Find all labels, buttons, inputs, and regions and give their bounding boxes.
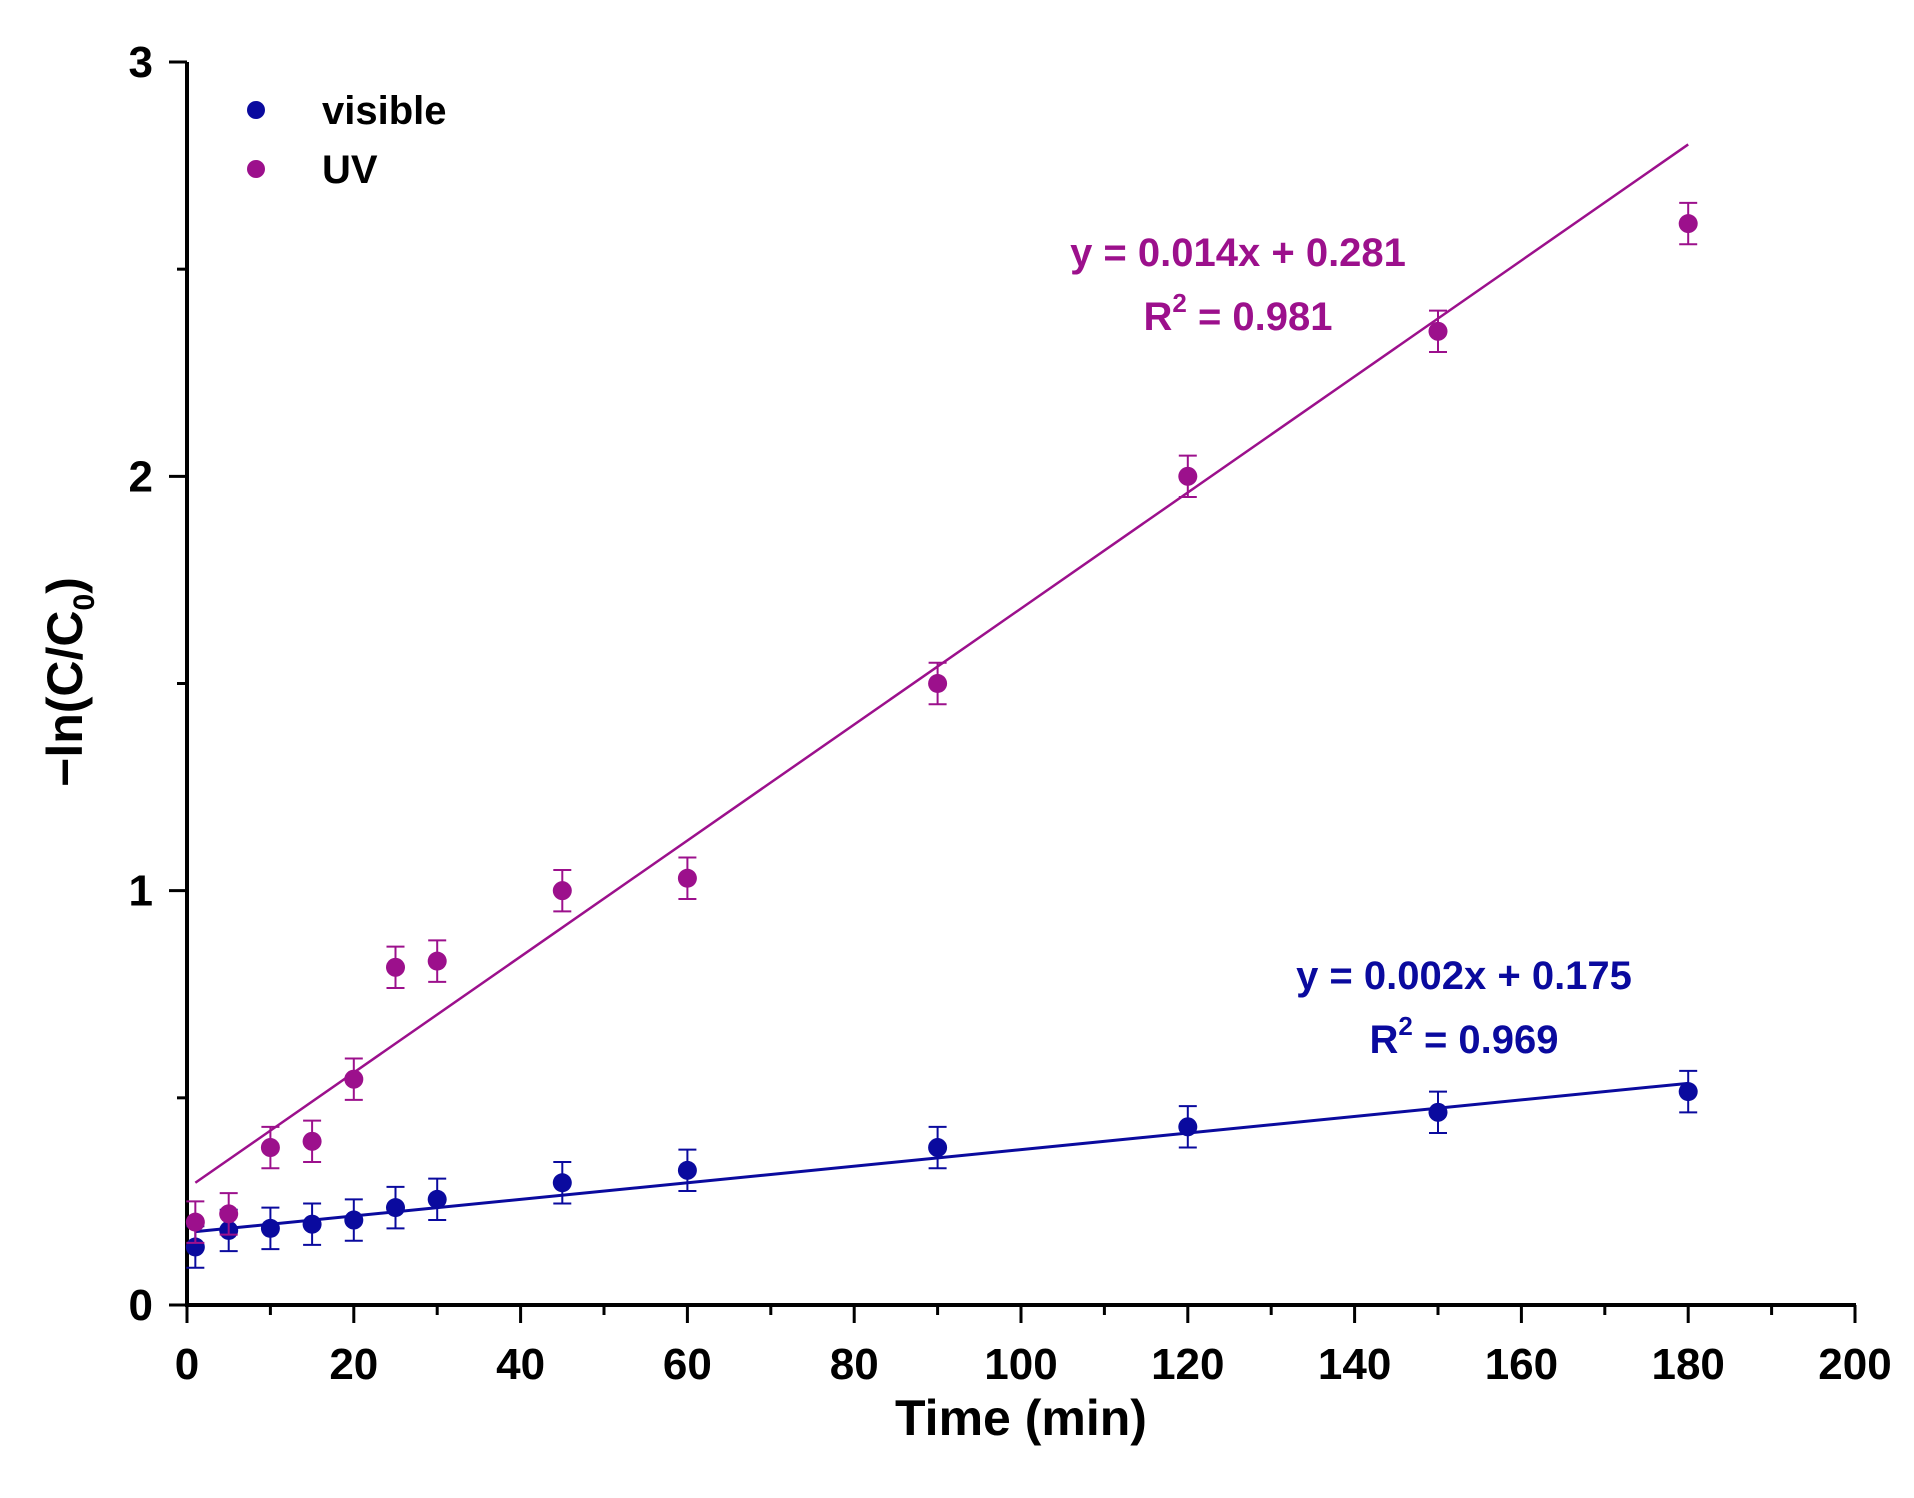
data-point-visible bbox=[1678, 1069, 1698, 1114]
data-point-uv bbox=[260, 1125, 280, 1170]
data-point-visible bbox=[302, 1202, 322, 1246]
y-axis-title: −ln(C/C0) bbox=[37, 577, 101, 787]
y-axis-title-subscript: 0 bbox=[68, 594, 101, 611]
marker-uv bbox=[552, 881, 572, 901]
data-point-uv bbox=[1678, 201, 1698, 246]
y-axis-title-close: ) bbox=[37, 577, 93, 594]
data-point-uv bbox=[344, 1057, 364, 1101]
marker-uv bbox=[1428, 321, 1448, 341]
data-point-uv bbox=[185, 1200, 205, 1244]
marker-uv bbox=[302, 1131, 322, 1151]
marker-uv bbox=[260, 1138, 280, 1158]
marker-visible bbox=[677, 1160, 697, 1180]
marker-visible bbox=[928, 1138, 948, 1158]
annotation-visible-r2-value: = 0.969 bbox=[1413, 1018, 1559, 1062]
annotation-visible-r2-letter: R bbox=[1369, 1018, 1398, 1062]
data-point-uv bbox=[386, 945, 405, 990]
legend-marker-uv bbox=[247, 160, 265, 178]
marker-uv bbox=[677, 868, 697, 888]
data-point-uv bbox=[219, 1192, 239, 1236]
data-point-uv bbox=[1178, 454, 1198, 499]
annotation-uv-r2-superscript: 2 bbox=[1172, 288, 1186, 318]
marker-visible bbox=[260, 1218, 280, 1238]
annotation-uv: y = 0.014x + 0.281 R2 = 0.981 bbox=[1070, 231, 1406, 339]
fit-line-visible bbox=[195, 1081, 1689, 1234]
data-point-visible bbox=[1178, 1105, 1198, 1149]
y-tick-label-1: 1 bbox=[129, 867, 153, 916]
y-tick-label-3: 3 bbox=[129, 38, 153, 87]
x-tick-label-100: 100 bbox=[984, 1340, 1057, 1389]
legend: visible UV bbox=[247, 89, 447, 192]
data-point-visible bbox=[552, 1161, 572, 1205]
x-tick-label-60: 60 bbox=[663, 1340, 712, 1389]
annotation-visible-equation: y = 0.002x + 0.175 bbox=[1296, 954, 1632, 998]
axes bbox=[185, 62, 1856, 1307]
x-tick-label-200: 200 bbox=[1818, 1340, 1891, 1389]
marker-visible bbox=[1178, 1117, 1198, 1137]
y-tick-label-0: 0 bbox=[129, 1281, 153, 1330]
legend-marker-visible bbox=[247, 101, 265, 119]
data-point-visible bbox=[427, 1177, 447, 1222]
annotation-visible: y = 0.002x + 0.175 R2 = 0.969 bbox=[1296, 954, 1632, 1062]
marker-uv bbox=[344, 1069, 364, 1089]
x-tick-label-160: 160 bbox=[1485, 1340, 1558, 1389]
x-tick-label-80: 80 bbox=[830, 1340, 879, 1389]
annotation-visible-r2-superscript: 2 bbox=[1398, 1011, 1412, 1041]
data-point-uv bbox=[1428, 309, 1448, 354]
marker-uv bbox=[427, 951, 447, 971]
data-point-uv bbox=[677, 856, 697, 900]
data-points bbox=[185, 201, 1698, 1269]
ticks: 0 20 40 60 80 100 120 140 160 180 200 0 1 2 3 bbox=[129, 38, 1892, 1389]
legend-label-uv: UV bbox=[322, 148, 378, 192]
annotation-uv-r2-letter: R bbox=[1143, 295, 1172, 339]
data-point-visible bbox=[386, 1185, 405, 1230]
y-axis-title-main: −ln(C/C bbox=[37, 610, 93, 786]
x-tick-label-20: 20 bbox=[329, 1340, 378, 1389]
legend-label-visible: visible bbox=[322, 89, 447, 133]
data-point-uv bbox=[552, 868, 572, 913]
marker-uv bbox=[928, 674, 948, 693]
marker-visible bbox=[427, 1189, 447, 1209]
data-point-visible bbox=[260, 1206, 280, 1251]
marker-uv bbox=[386, 957, 405, 977]
data-point-uv bbox=[427, 939, 447, 983]
marker-visible bbox=[344, 1210, 364, 1230]
marker-visible bbox=[1428, 1102, 1448, 1122]
annotation-uv-r2-value: = 0.981 bbox=[1187, 295, 1333, 339]
data-point-uv bbox=[302, 1119, 322, 1164]
marker-uv bbox=[185, 1212, 205, 1232]
data-point-visible bbox=[1428, 1090, 1448, 1135]
data-point-uv bbox=[928, 661, 948, 706]
x-tick-label-120: 120 bbox=[1151, 1340, 1224, 1389]
marker-visible bbox=[1678, 1082, 1698, 1102]
marker-visible bbox=[386, 1198, 405, 1218]
marker-uv bbox=[1178, 466, 1198, 486]
marker-visible bbox=[552, 1173, 572, 1193]
marker-uv bbox=[1678, 214, 1698, 234]
x-tick-label-40: 40 bbox=[496, 1340, 545, 1389]
marker-uv bbox=[219, 1204, 239, 1224]
data-point-visible bbox=[677, 1148, 697, 1193]
x-axis-title: Time (min) bbox=[895, 1390, 1147, 1446]
x-tick-label-180: 180 bbox=[1651, 1340, 1724, 1389]
annotation-uv-r2: R2 = 0.981 bbox=[1143, 288, 1332, 339]
annotation-uv-equation: y = 0.014x + 0.281 bbox=[1070, 231, 1406, 275]
x-tick-label-0: 0 bbox=[175, 1340, 199, 1389]
annotation-visible-r2: R2 = 0.969 bbox=[1369, 1011, 1558, 1062]
data-point-visible bbox=[344, 1198, 364, 1242]
x-tick-label-140: 140 bbox=[1318, 1340, 1391, 1389]
marker-visible bbox=[302, 1214, 322, 1234]
y-tick-label-2: 2 bbox=[129, 452, 153, 501]
data-point-visible bbox=[928, 1125, 948, 1170]
